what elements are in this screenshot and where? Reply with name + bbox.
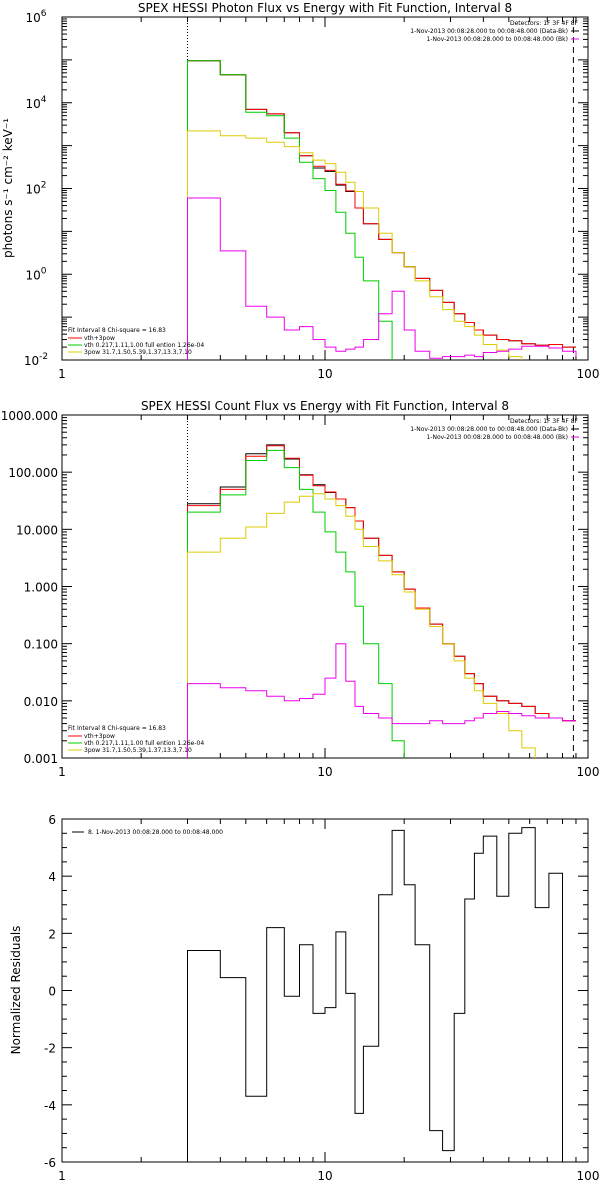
plot-area xyxy=(186,415,576,758)
y-tick-label: 100 xyxy=(25,266,46,282)
y-tick-label: 1000.000 xyxy=(1,409,58,423)
fit-legend-label: vth 0.217,1.11,1.00 full ention 1.26e-04 xyxy=(84,342,204,349)
series-line-3 xyxy=(187,493,536,758)
fit-legend-label: 3pow 31.7,1.50,5.39,1.37,13.3,7.10 xyxy=(84,349,192,356)
y-tick-label: 0.001 xyxy=(24,752,58,766)
y-tick-label: 10-2 xyxy=(24,352,48,368)
y-tick-label: 102 xyxy=(25,181,46,197)
x-tick-label: 1 xyxy=(58,1169,66,1183)
detectors-label: Detectors: 1F 3F 4F 8F xyxy=(510,20,579,27)
y-axis-label: Normalized Residuals xyxy=(9,926,23,1055)
y-tick-label: -6 xyxy=(44,1156,56,1170)
photon-flux-panel: SPEX HESSI Photon Flux vs Energy with Fi… xyxy=(1,1,600,381)
fit-legend-label: 3pow 31.7,1.50,5.39,1.37,13.3,7.10 xyxy=(84,747,192,754)
y-tick-label-base: 10 xyxy=(24,354,39,368)
y-tick-label-exponent: 6 xyxy=(41,9,47,19)
y-tick-label: 10.000 xyxy=(16,523,58,537)
x-tick-label: 1 xyxy=(58,765,66,779)
series-line-4 xyxy=(187,197,577,360)
y-tick-label-exponent: 0 xyxy=(41,266,47,276)
count-flux-panel: SPEX HESSI Count Flux vs Energy with Fit… xyxy=(1,399,600,779)
series-line-1 xyxy=(187,445,576,758)
chart-title: SPEX HESSI Photon Flux vs Energy with Fi… xyxy=(138,1,512,15)
y-tick-label: -4 xyxy=(44,1099,56,1113)
x-tick-label: 100 xyxy=(577,367,600,381)
y-tick-label: 4 xyxy=(48,870,56,884)
y-tick-label-base: 10 xyxy=(25,268,40,282)
y-tick-label: 1.000 xyxy=(24,581,58,595)
y-axis-label: photons s⁻¹ cm⁻² keV⁻¹ xyxy=(1,118,15,258)
fit-legend-heading: Fit Interval 8 Chi-square = 16.83 xyxy=(68,725,166,732)
x-tick-label: 100 xyxy=(577,765,600,779)
y-tick-label-base: 10 xyxy=(25,97,40,111)
chart-title: SPEX HESSI Count Flux vs Energy with Fit… xyxy=(141,399,509,413)
y-tick-label: 2 xyxy=(48,927,56,941)
y-tick-label-exponent: 4 xyxy=(41,95,47,105)
x-tick-label: 10 xyxy=(317,367,332,381)
series-line-3 xyxy=(187,130,523,360)
series-line-4 xyxy=(187,643,576,758)
plot-area xyxy=(186,17,577,360)
y-tick-label-base: 10 xyxy=(25,183,40,197)
y-tick-label: 0 xyxy=(48,985,56,999)
series-line-0 xyxy=(187,827,576,1162)
fit-legend-label: vth 0.217,1.11,1.00 full ention 1.26e-04 xyxy=(84,740,204,747)
y-tick-label-base: 10 xyxy=(25,11,40,25)
fit-legend-label: vth+3pow xyxy=(84,733,115,740)
fit-legend-heading: Fit Interval 8 Chi-square = 16.83 xyxy=(68,327,166,334)
y-tick-label: 6 xyxy=(48,813,56,827)
y-tick-label: -2 xyxy=(44,1042,56,1056)
plot-area xyxy=(187,827,576,1162)
x-tick-label: 1 xyxy=(58,367,66,381)
x-tick-label: 100 xyxy=(577,1169,600,1183)
fit-legend-label: vth+3pow xyxy=(84,335,115,342)
y-tick-label: 104 xyxy=(25,95,46,111)
y-tick-label-exponent: -2 xyxy=(39,352,48,362)
x-tick-label: 10 xyxy=(317,765,332,779)
time-range-label: 1-Nov-2013 00:08:28.000 to 00:08:48.000 … xyxy=(426,36,568,43)
time-range-label: 1-Nov-2013 00:08:28.000 to 00:08:48.000 … xyxy=(410,426,568,433)
series-line-2 xyxy=(187,60,393,360)
y-tick-label: 100.000 xyxy=(8,466,58,480)
y-tick-label: 106 xyxy=(25,9,46,25)
residuals-legend-label: 8. 1-Nov-2013 00:08:28.000 to 00:08:48.0… xyxy=(88,829,223,836)
time-range-label: 1-Nov-2013 00:08:28.000 to 00:08:48.000 … xyxy=(410,28,568,35)
plot-frame xyxy=(61,414,589,759)
x-tick-label: 10 xyxy=(317,1169,332,1183)
y-tick-label-exponent: 2 xyxy=(41,181,47,191)
detectors-label: Detectors: 1F 3F 4F 8F xyxy=(510,418,579,425)
y-tick-label: 0.100 xyxy=(24,638,58,652)
time-range-label: 1-Nov-2013 00:08:28.000 to 00:08:48.000 … xyxy=(426,434,568,441)
y-tick-label: 0.010 xyxy=(24,695,58,709)
series-line-2 xyxy=(187,449,405,758)
residuals-panel: 1 10 100 -6 -4 -2 0 2 4 6 Normalized Residuals 8. 1… xyxy=(9,813,599,1183)
